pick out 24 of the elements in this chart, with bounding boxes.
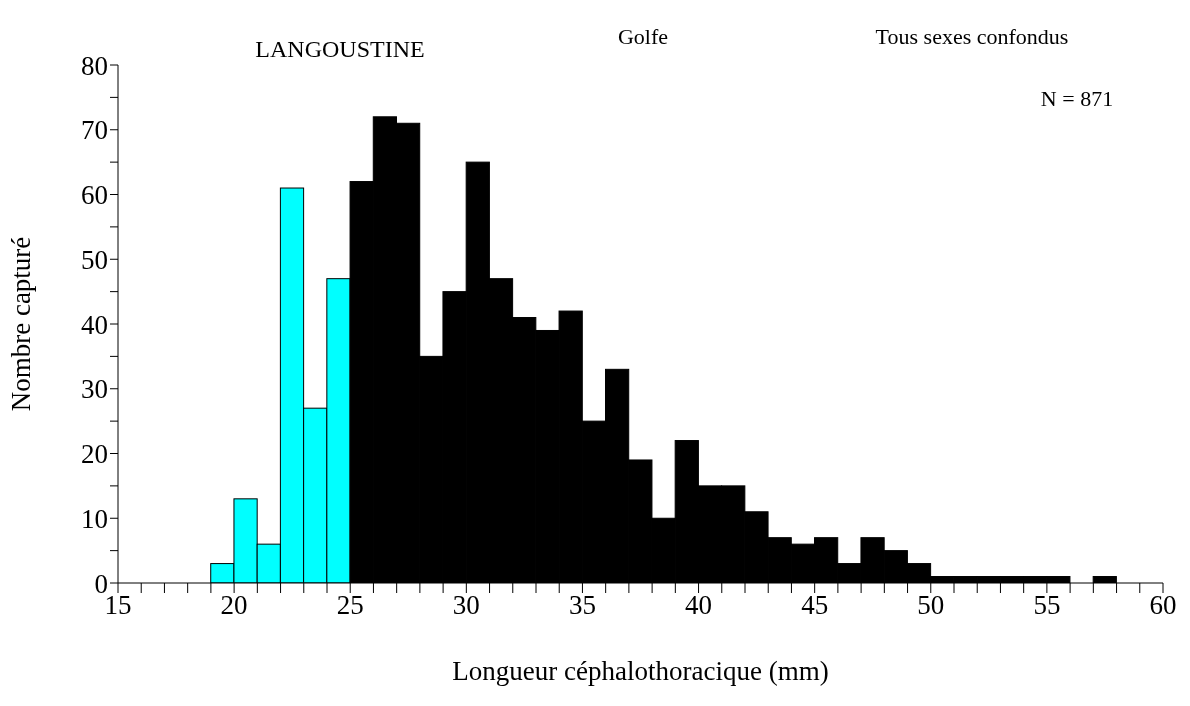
text: Tous sexes confondus: [875, 24, 1069, 50]
text: LANGOUSTINE: [255, 36, 425, 63]
y-tick-label: 20: [81, 439, 108, 470]
x-tick-label: 60: [1149, 590, 1177, 621]
x-tick-label: 40: [685, 590, 713, 621]
y-tick-label: 50: [81, 244, 108, 275]
x-axis-title: Longueur céphalothoracique (mm): [452, 656, 829, 686]
x-tick-label: 20: [220, 590, 248, 621]
x-tick-label: 55: [1033, 590, 1061, 621]
y-tick-label: 0: [94, 568, 108, 599]
y-tick-label: 10: [81, 503, 108, 534]
annotation: N = 871: [1040, 86, 1114, 112]
x-tick-label: 45: [801, 590, 829, 621]
y-tick-label: 70: [81, 115, 108, 146]
x-tick-label: 35: [568, 590, 596, 621]
y-tick-label: 60: [81, 180, 108, 211]
y-axis-title: Nombre capturé: [5, 236, 36, 412]
text: Golfe: [617, 24, 669, 50]
x-tick-label: 30: [452, 590, 480, 621]
x-tick-label: 25: [336, 590, 364, 621]
x-tick-label: 50: [917, 590, 945, 621]
y-tick-label: 40: [81, 309, 108, 340]
y-tick-label: 30: [81, 374, 108, 405]
y-tick-label: 80: [81, 50, 108, 81]
